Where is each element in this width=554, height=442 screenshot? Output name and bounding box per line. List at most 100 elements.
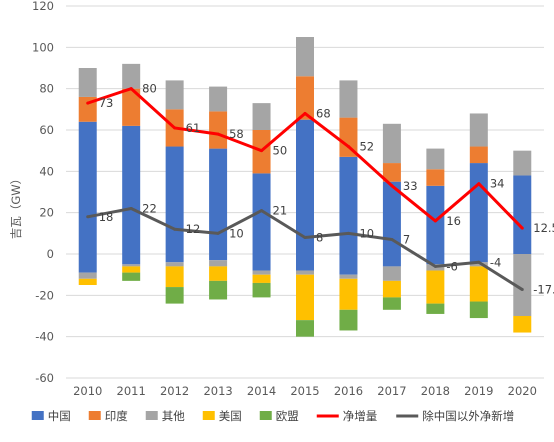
x-axis-ticks: 2010 2011 2012 2013 2014 2015 2016 2017 2018 2019…	[73, 384, 537, 398]
legend-label: 中国	[48, 409, 71, 423]
bar-segment	[296, 37, 314, 77]
line-point	[173, 126, 177, 130]
legend-swatch	[88, 411, 101, 420]
line-point	[346, 231, 350, 235]
data-label: 34	[490, 177, 505, 191]
bars	[78, 37, 532, 337]
line-point	[129, 87, 133, 91]
x-tick-label: 2012	[160, 384, 189, 398]
bar-segment	[339, 254, 358, 275]
bar-segment	[296, 119, 314, 255]
bar-segment	[209, 280, 228, 300]
bar-segment	[252, 254, 271, 271]
legend-item: 欧盟	[259, 409, 299, 423]
bar-segment	[469, 146, 488, 164]
bar-segment	[426, 148, 445, 170]
legend-label: 美国	[219, 409, 242, 423]
bar-segment	[209, 254, 228, 261]
data-label: 73	[99, 96, 114, 110]
y-tick-label: 80	[39, 82, 54, 96]
y-tick-label: 60	[39, 123, 54, 137]
data-label: 21	[273, 204, 288, 218]
line-point	[86, 215, 90, 219]
line-point	[433, 264, 437, 268]
bar-segment	[122, 63, 141, 89]
line-point	[390, 238, 394, 242]
bar-segment	[426, 254, 445, 265]
data-label: 52	[359, 140, 374, 154]
bar-segment	[209, 86, 228, 112]
line-point	[86, 101, 90, 105]
bar-segment	[296, 274, 314, 321]
x-tick-label: 2018	[421, 384, 450, 398]
data-label: 68	[316, 106, 331, 120]
x-tick-label: 2020	[508, 384, 537, 398]
bar-segment	[78, 68, 97, 97]
legend-swatch	[259, 411, 272, 420]
bar-segment	[382, 266, 401, 281]
x-tick-label: 2015	[290, 384, 319, 398]
y-tick-label: 120	[32, 0, 54, 13]
line-point	[260, 209, 264, 213]
bar-segment	[296, 254, 314, 271]
line-point	[303, 235, 307, 239]
bar-segment	[339, 274, 358, 279]
legend-label: 印度	[105, 409, 128, 423]
bar-segment	[339, 278, 358, 310]
bar-segment	[122, 272, 141, 281]
data-label: 12	[186, 222, 201, 236]
line-point	[129, 207, 133, 211]
bar-segment	[469, 254, 488, 263]
bar-segment	[426, 169, 445, 186]
y-tick-label: 100	[32, 40, 54, 54]
bar-segment	[78, 278, 97, 285]
y-axis-label: 吉瓦（GW）	[9, 173, 23, 239]
bar-segment	[252, 282, 271, 298]
bar-segment	[469, 113, 488, 147]
bar-segment	[209, 148, 228, 254]
bar-segment	[209, 266, 228, 281]
bar-segment	[469, 301, 488, 319]
bar-segment	[382, 123, 401, 164]
bar-segment	[469, 163, 488, 254]
x-tick-label: 2010	[73, 384, 102, 398]
x-tick-label: 2016	[334, 384, 363, 398]
data-label: 33	[403, 179, 418, 193]
bar-segment	[78, 272, 97, 279]
legend-swatch	[31, 411, 44, 420]
data-label: 10	[229, 226, 244, 240]
bar-segment	[426, 303, 445, 314]
bar-segment	[296, 270, 314, 275]
bar-segment	[382, 181, 401, 254]
bar-segment	[165, 146, 184, 254]
bar-segment	[165, 254, 184, 263]
bar-segment	[78, 121, 97, 254]
bar-segment	[339, 80, 358, 118]
data-label: -17.2	[533, 283, 554, 297]
line-point	[390, 184, 394, 188]
line-point	[303, 111, 307, 115]
y-tick-label: 20	[39, 206, 54, 220]
bar-segment	[382, 297, 401, 310]
data-label: 61	[186, 121, 201, 135]
bar-segment	[165, 80, 184, 110]
bar-segment	[469, 266, 488, 302]
bar-segment	[78, 254, 97, 273]
data-label: 12.5	[533, 221, 554, 235]
data-label: 22	[142, 202, 157, 216]
x-tick-label: 2014	[247, 384, 276, 398]
line-point	[520, 288, 524, 292]
legend-swatch	[202, 411, 215, 420]
data-label: -6	[446, 259, 457, 273]
data-label: 8	[316, 230, 323, 244]
bar-segment	[469, 262, 488, 267]
data-label: 80	[142, 82, 157, 96]
legend-label: 欧盟	[276, 409, 299, 423]
bar-segment	[339, 309, 358, 331]
bar-segment	[339, 117, 358, 157]
bar-segment	[165, 287, 184, 304]
x-tick-label: 2011	[117, 384, 146, 398]
line-point	[477, 260, 481, 264]
data-labels: 73 80 61 58 50 68 52 33 16 34 12.5 18 22 12 10 21 8 10 7 -6…	[99, 82, 554, 297]
